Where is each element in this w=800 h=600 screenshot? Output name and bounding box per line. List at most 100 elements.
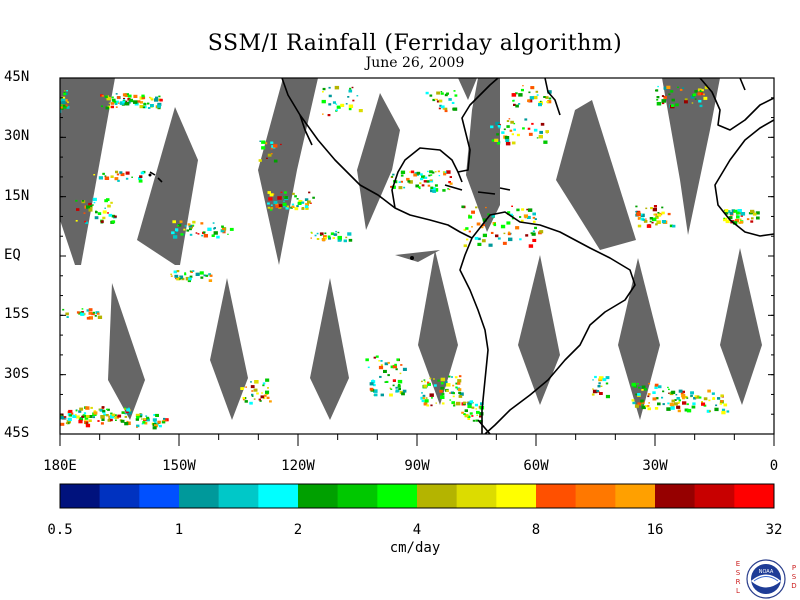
rain-cell <box>69 414 72 417</box>
rain-cell <box>119 101 125 105</box>
rain-cell <box>93 410 97 413</box>
rain-cell <box>250 385 255 389</box>
rain-cell <box>725 219 730 224</box>
rain-cell <box>328 94 332 98</box>
rain-cell <box>427 184 431 187</box>
rain-cell <box>669 224 674 228</box>
rain-cell <box>321 99 326 104</box>
rain-cell <box>506 221 511 225</box>
rain-cell <box>330 232 335 236</box>
rain-cell <box>695 395 700 399</box>
lon-label: 150W <box>162 458 196 474</box>
coastline <box>477 419 491 434</box>
rain-cell <box>60 98 66 103</box>
rain-cell <box>444 109 448 113</box>
rain-cell <box>497 124 501 128</box>
rain-cell <box>158 95 161 98</box>
rain-cell <box>684 100 688 104</box>
rain-cell <box>384 381 387 383</box>
rain-cell <box>518 93 523 97</box>
rain-cell <box>115 419 117 421</box>
rain-cell <box>136 415 140 419</box>
rain-cell <box>423 180 427 183</box>
rain-cell <box>307 200 311 204</box>
rain-cell <box>107 204 111 208</box>
rain-cell <box>418 186 421 189</box>
colorbar-tick-label: 4 <box>412 522 422 538</box>
rain-cell <box>677 401 680 404</box>
rain-cell <box>64 104 68 107</box>
rain-cell <box>682 87 685 89</box>
rain-cell <box>690 391 694 395</box>
rain-cell <box>462 401 466 404</box>
rain-cell <box>398 387 401 391</box>
rain-cell <box>442 171 445 173</box>
rain-cell <box>490 125 494 129</box>
rain-cell <box>419 182 422 185</box>
rain-cell <box>374 393 378 397</box>
rain-cell <box>398 186 403 190</box>
rain-cell <box>54 422 58 425</box>
rain-cell <box>88 311 93 315</box>
rain-cell <box>392 173 395 176</box>
rain-cell <box>128 98 133 103</box>
rain-cell <box>511 141 516 145</box>
rain-cell <box>458 395 463 398</box>
rain-cell <box>464 414 469 418</box>
rain-cell <box>455 401 461 406</box>
rain-cell <box>720 394 724 398</box>
rain-cell <box>93 202 96 204</box>
rain-cell <box>434 184 438 187</box>
rain-cell <box>86 316 91 320</box>
rain-cell <box>469 412 473 415</box>
rain-cell <box>203 234 208 238</box>
rain-cell <box>97 315 103 319</box>
rain-cell <box>389 393 393 397</box>
swath-gap <box>518 255 560 405</box>
rain-cell <box>61 100 66 105</box>
rain-cell <box>63 92 66 94</box>
colorbar-swatch <box>536 484 576 508</box>
rain-cell <box>333 233 337 236</box>
swath-gap <box>395 250 440 262</box>
rain-cell <box>390 185 393 188</box>
rain-cell <box>174 233 177 235</box>
rain-cell <box>546 101 549 103</box>
rain-cell <box>479 415 482 418</box>
rain-cell <box>143 418 147 421</box>
rain-cell <box>100 94 103 97</box>
rain-cell <box>296 205 299 208</box>
colorbar-swatch <box>337 484 378 508</box>
rain-cell <box>66 90 68 92</box>
rain-cell <box>150 97 153 100</box>
rain-cell <box>157 104 161 108</box>
rain-cell <box>373 384 376 387</box>
rain-cell <box>155 413 159 417</box>
rain-cell <box>600 385 603 387</box>
rain-cell <box>723 403 728 407</box>
swath-gap <box>60 78 115 265</box>
rain-cell <box>64 417 67 420</box>
rain-cell <box>184 272 187 274</box>
rain-cell <box>221 225 224 228</box>
rain-cell <box>88 415 93 418</box>
rain-cell <box>668 392 670 394</box>
rain-cell <box>55 416 59 419</box>
rain-cell <box>750 209 755 214</box>
rain-cell <box>426 404 430 407</box>
rain-cell <box>691 405 696 409</box>
rain-cell <box>296 198 299 200</box>
rain-cell <box>109 418 113 422</box>
rain-cell <box>652 397 657 401</box>
rain-cell <box>528 132 533 136</box>
rain-cell <box>498 126 501 129</box>
rain-cell <box>508 237 513 242</box>
rain-cell <box>437 170 440 173</box>
colorbar-tick-label: 8 <box>531 522 541 538</box>
rain-cell <box>265 390 270 394</box>
rain-cell <box>654 407 659 410</box>
rain-cell <box>734 218 740 223</box>
rain-cell <box>97 420 100 422</box>
coastline <box>457 171 463 183</box>
